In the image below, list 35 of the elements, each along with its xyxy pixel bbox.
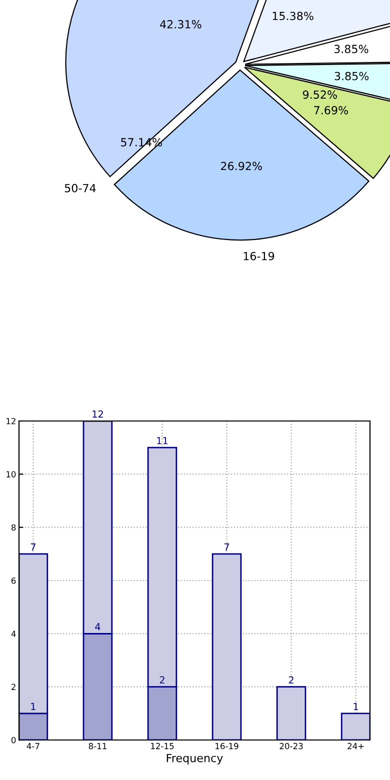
y-tick-label: 4 [11, 630, 16, 637]
x-tick-label: 16-19 [216, 742, 238, 750]
y-tick-label: 10 [6, 471, 16, 478]
total-label: 11 [157, 437, 168, 444]
text: 9.52% [302, 90, 337, 99]
y-tick-label: 12 [6, 418, 16, 424]
data-label: 4 [95, 623, 100, 630]
data-label: 3.85% [334, 44, 368, 54]
data-label: 26.92% [221, 162, 262, 170]
data-label: 7.69% [314, 106, 348, 114]
x-axis-title: Frequency [166, 754, 223, 764]
total-label: 7 [224, 543, 230, 551]
total-label: 2 [288, 676, 294, 684]
total-label: 1 [354, 702, 358, 710]
slice-label: 16-19 [244, 252, 274, 260]
data-label: 15.38% [272, 12, 314, 20]
x-tick-label: 20-23 [280, 742, 303, 750]
y-tick-label: 2 [12, 684, 16, 690]
bar [276, 686, 306, 740]
total-label: 12 [92, 410, 103, 418]
x-tick-label: 4-7 [26, 743, 40, 750]
y-tick-label: 8 [11, 524, 16, 531]
x-tick-label: 24+ [348, 742, 364, 750]
data-label: 2 [160, 676, 164, 684]
text: 50-74 [64, 184, 96, 192]
y-tick-label: 0 [11, 736, 16, 744]
x-tick-label: 12-15 [151, 742, 174, 750]
x-tick-label: 8-11 [88, 742, 106, 750]
total-label: 7 [30, 543, 36, 551]
bar [340, 712, 370, 740]
bar [212, 553, 242, 740]
data-label: 1 [31, 702, 36, 710]
data-label: 3.85% [334, 72, 369, 80]
data-label: 42.31% [160, 20, 202, 28]
y-tick-label: 6 [12, 577, 16, 584]
